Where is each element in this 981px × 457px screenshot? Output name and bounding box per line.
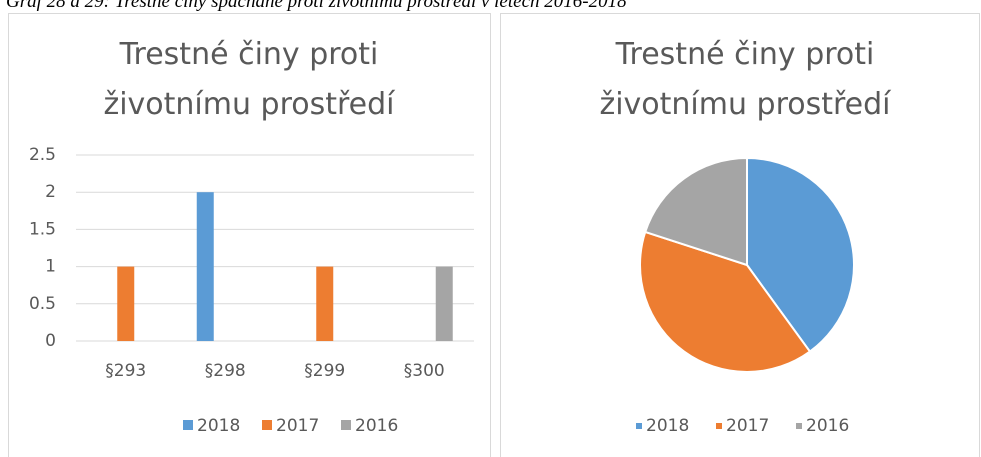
legend-label: 2016 <box>355 416 398 436</box>
bar <box>435 266 453 341</box>
legend-label: 2016 <box>806 416 849 436</box>
y-tick-label: 0.5 <box>29 294 56 314</box>
y-tick-label: 2.5 <box>29 145 56 165</box>
y-tick-label: 2 <box>45 182 56 202</box>
legend-swatch <box>796 423 802 429</box>
legend-swatch <box>636 423 642 429</box>
legend-label: 2017 <box>276 416 319 436</box>
chart-frame <box>500 13 980 457</box>
chart-frame <box>8 13 491 457</box>
legend-label: 2017 <box>726 416 769 436</box>
chart-title: Trestné činy proti životnímu prostředí <box>103 37 395 122</box>
legend-label: 2018 <box>197 416 240 436</box>
x-tick-label: §293 <box>105 361 146 381</box>
bar <box>196 192 214 341</box>
legend-label: 2018 <box>646 416 689 436</box>
pie-slice <box>643 156 748 267</box>
caption: Graf 28 a 29: Trestné činy spáchané prot… <box>6 0 627 12</box>
y-tick-label: 1.5 <box>29 219 56 239</box>
y-tick-label: 0 <box>45 331 56 351</box>
pie-slice <box>746 156 855 353</box>
legend-swatch <box>341 420 351 430</box>
y-tick-label: 1 <box>45 257 56 277</box>
x-tick-label: §299 <box>304 361 345 381</box>
legend-swatch <box>183 420 193 430</box>
legend-swatch <box>262 420 272 430</box>
x-tick-label: §298 <box>205 361 246 381</box>
x-tick-label: §300 <box>404 361 445 381</box>
bar <box>316 266 334 341</box>
bar <box>117 266 135 341</box>
chart-title: Trestné činy proti životnímu prostředí <box>599 37 891 122</box>
pie-slice <box>639 230 812 373</box>
legend-swatch <box>716 423 722 429</box>
